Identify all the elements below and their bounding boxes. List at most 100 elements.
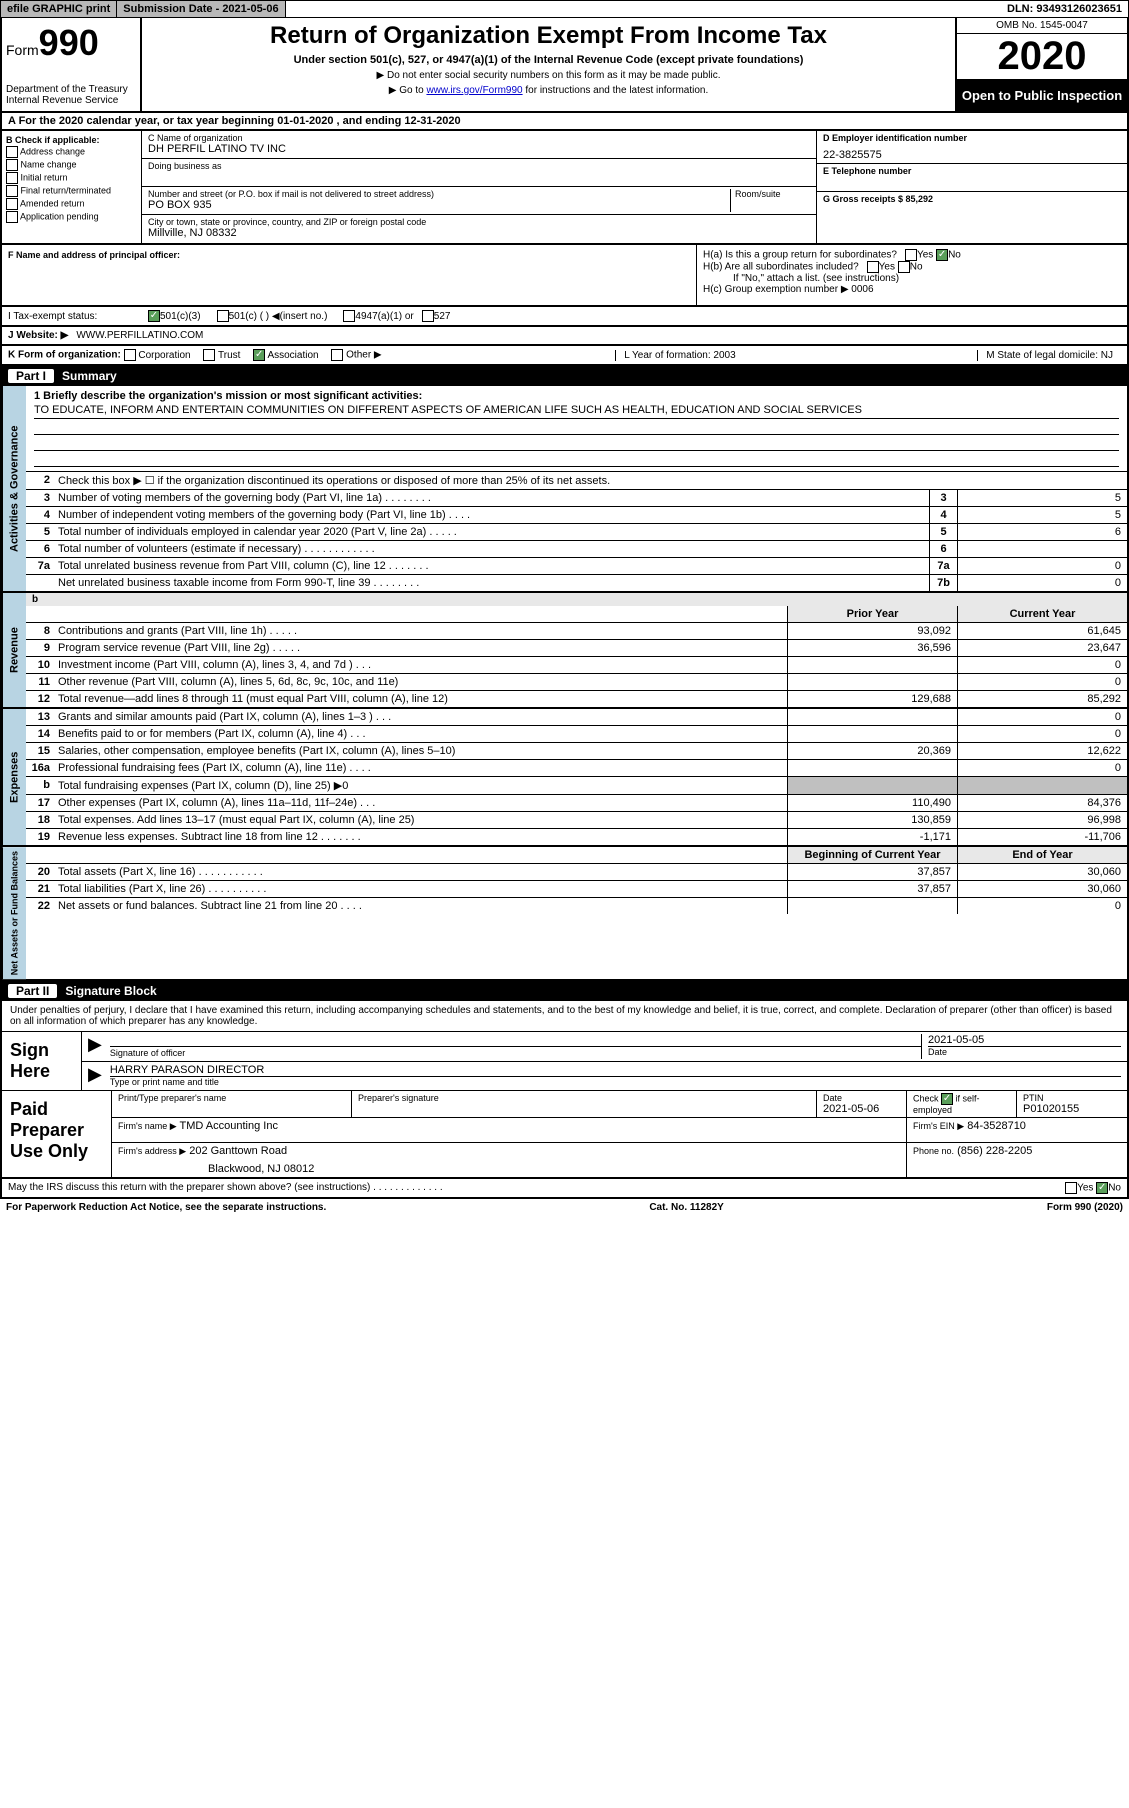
cb-501c[interactable]	[217, 310, 229, 322]
signature-section: Under penalties of perjury, I declare th…	[0, 1001, 1129, 1179]
side-net: Net Assets or Fund Balances	[2, 847, 26, 979]
line-7b: Net unrelated business taxable income fr…	[54, 575, 929, 591]
sign-here-label: Sign Here	[2, 1032, 82, 1090]
line-4: Number of independent voting members of …	[54, 507, 929, 523]
line-16a: Professional fundraising fees (Part IX, …	[54, 760, 787, 776]
part1-header: Part ISummary	[0, 366, 1129, 386]
dept-label: Department of the Treasury Internal Reve…	[6, 84, 136, 106]
line-9: Program service revenue (Part VIII, line…	[54, 640, 787, 656]
website-url: WWW.PERFILLATINO.COM	[76, 330, 203, 341]
cb-discuss-yes[interactable]	[1065, 1182, 1077, 1194]
cb-amended[interactable]: Amended return	[6, 198, 137, 210]
curr-20: 30,060	[957, 864, 1127, 880]
omb-number: OMB No. 1545-0047	[957, 18, 1127, 34]
curr-19: -11,706	[957, 829, 1127, 845]
val-3: 5	[957, 490, 1127, 506]
irs-link[interactable]: www.irs.gov/Form990	[426, 85, 522, 96]
state-domicile: M State of legal domicile: NJ	[977, 350, 1121, 361]
firm-name: TMD Accounting Inc	[180, 1120, 278, 1132]
tax-year: 2020	[957, 34, 1127, 80]
line-11: Other revenue (Part VIII, column (A), li…	[54, 674, 787, 690]
gross-receipts: G Gross receipts $ 85,292	[823, 194, 1121, 204]
line-10: Investment income (Part VIII, column (A)…	[54, 657, 787, 673]
prior-9: 36,596	[787, 640, 957, 656]
org-name: DH PERFIL LATINO TV INC	[148, 143, 810, 155]
section-d: D Employer identification number22-38255…	[817, 131, 1127, 243]
line-2: Check this box ▶ ☐ if the organization d…	[54, 472, 1127, 489]
city-state-zip: Millville, NJ 08332	[148, 227, 810, 239]
tax-status-row: I Tax-exempt status: ✓ 501(c)(3) 501(c) …	[0, 307, 1129, 327]
cb-4947[interactable]	[343, 310, 355, 322]
summary-body: Activities & Governance 1 Briefly descri…	[0, 386, 1129, 593]
line-8: Contributions and grants (Part VIII, lin…	[54, 623, 787, 639]
current-year-header: Current Year	[957, 606, 1127, 622]
officer-name: HARRY PARASON DIRECTOR	[110, 1064, 1121, 1077]
cb-final-return[interactable]: Final return/terminated	[6, 185, 137, 197]
section-b-marker: b	[26, 593, 1127, 606]
ha-question: H(a) Is this a group return for subordin…	[703, 249, 1121, 261]
line-b: Total fundraising expenses (Part IX, col…	[54, 777, 787, 794]
line-7a: Total unrelated business revenue from Pa…	[54, 558, 929, 574]
val-6	[957, 541, 1127, 557]
val-7a: 0	[957, 558, 1127, 574]
begin-year-header: Beginning of Current Year	[787, 847, 957, 863]
form-header: Form990 Department of the Treasury Inter…	[0, 18, 1129, 113]
cb-self-employed[interactable]: ✓	[941, 1093, 953, 1105]
cb-discuss-no[interactable]: ✓	[1096, 1182, 1108, 1194]
line-21: Total liabilities (Part X, line 26) . . …	[54, 881, 787, 897]
ein: 22-3825575	[823, 149, 1121, 161]
curr-12: 85,292	[957, 691, 1127, 707]
form-subtitle: Under section 501(c), 527, or 4947(a)(1)…	[150, 54, 947, 66]
form-number: Form990	[6, 22, 136, 64]
cb-501c3[interactable]: ✓	[148, 310, 160, 322]
cb-corp[interactable]	[124, 349, 136, 361]
prior-11	[787, 674, 957, 690]
cb-trust[interactable]	[203, 349, 215, 361]
top-bar: efile GRAPHIC print Submission Date - 20…	[0, 0, 1129, 18]
line-18: Total expenses. Add lines 13–17 (must eq…	[54, 812, 787, 828]
prior-year-header: Prior Year	[787, 606, 957, 622]
section-b: B Check if applicable: Address change Na…	[2, 131, 142, 243]
submission-date: Submission Date - 2021-05-06	[117, 1, 285, 17]
cb-address-change[interactable]: Address change	[6, 146, 137, 158]
street-address: PO BOX 935	[148, 199, 730, 211]
prior-21: 37,857	[787, 881, 957, 897]
line-3: Number of voting members of the governin…	[54, 490, 929, 506]
cb-name-change[interactable]: Name change	[6, 159, 137, 171]
curr-15: 12,622	[957, 743, 1127, 759]
curr-13: 0	[957, 709, 1127, 725]
net-body: Net Assets or Fund Balances Beginning of…	[0, 847, 1129, 981]
curr-18: 96,998	[957, 812, 1127, 828]
prior-13	[787, 709, 957, 725]
curr-22: 0	[957, 898, 1127, 914]
website-row: J Website: ▶ WWW.PERFILLATINO.COM	[0, 327, 1129, 346]
expenses-body: Expenses 13Grants and similar amounts pa…	[0, 709, 1129, 847]
firm-phone: (856) 228-2205	[957, 1145, 1032, 1157]
cb-527[interactable]	[422, 310, 434, 322]
penalty-text: Under penalties of perjury, I declare th…	[2, 1001, 1127, 1032]
form-org-row: K Form of organization: Corporation Trus…	[0, 346, 1129, 366]
prior-8: 93,092	[787, 623, 957, 639]
line-22: Net assets or fund balances. Subtract li…	[54, 898, 787, 914]
cb-other[interactable]	[331, 349, 343, 361]
hb-note: If "No," attach a list. (see instruction…	[703, 273, 1121, 284]
cb-pending[interactable]: Application pending	[6, 211, 137, 223]
line-13: Grants and similar amounts paid (Part IX…	[54, 709, 787, 725]
cb-assoc[interactable]: ✓	[253, 349, 265, 361]
prior-20: 37,857	[787, 864, 957, 880]
part2-header: Part IISignature Block	[0, 981, 1129, 1001]
dln: DLN: 93493126023651	[1001, 1, 1128, 17]
efile-button[interactable]: efile GRAPHIC print	[1, 1, 117, 17]
line-12: Total revenue—add lines 8 through 11 (mu…	[54, 691, 787, 707]
line-20: Total assets (Part X, line 16) . . . . .…	[54, 864, 787, 880]
val-5: 6	[957, 524, 1127, 540]
firm-addr2: Blackwood, NJ 08012	[118, 1163, 900, 1175]
prior-10	[787, 657, 957, 673]
prior-16a	[787, 760, 957, 776]
line-14: Benefits paid to or for members (Part IX…	[54, 726, 787, 742]
revenue-body: Revenue b Prior YearCurrent Year 8Contri…	[0, 593, 1129, 709]
curr-11: 0	[957, 674, 1127, 690]
line-19: Revenue less expenses. Subtract line 18 …	[54, 829, 787, 845]
cb-initial-return[interactable]: Initial return	[6, 172, 137, 184]
section-c: C Name of organizationDH PERFIL LATINO T…	[142, 131, 817, 243]
